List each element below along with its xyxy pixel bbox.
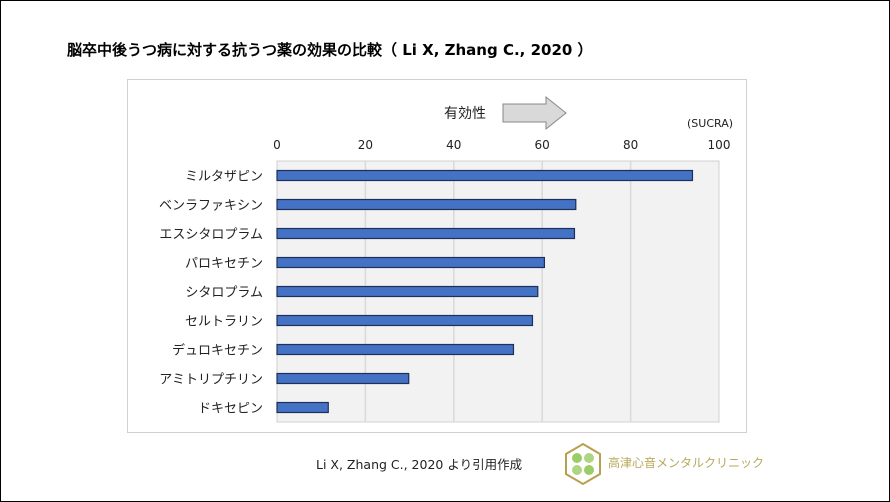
- x-tick-label: 60: [535, 138, 550, 152]
- clinic-logo-icon: [565, 442, 601, 486]
- arrow-icon: [502, 95, 567, 131]
- bar: [276, 169, 694, 182]
- category-label: エスシタロプラム: [159, 228, 263, 243]
- x-tick-label: 0: [273, 138, 281, 152]
- x-tick-label: 40: [446, 138, 461, 152]
- bar: [276, 256, 546, 269]
- unit-label: (SUCRA): [687, 117, 733, 130]
- x-tick-label: 100: [708, 138, 731, 152]
- effectiveness-arrow: 有効性 (SUCRA): [444, 95, 733, 131]
- arrow-label: 有効性: [444, 106, 486, 122]
- bar: [276, 198, 577, 211]
- chart-frame: [127, 79, 747, 433]
- bar: [276, 314, 534, 327]
- category-label: ドキセピン: [198, 402, 263, 417]
- bar: [276, 372, 410, 385]
- bar: [276, 343, 515, 356]
- category-label: シタロプラム: [185, 286, 263, 301]
- category-label: アミトリプチリン: [159, 373, 263, 388]
- x-tick-label: 20: [358, 138, 373, 152]
- category-label: セルトラリン: [185, 315, 263, 330]
- slide-title: 脳卒中後うつ病に対する抗うつ薬の効果の比較（ Li X, Zhang C., 2…: [67, 41, 593, 59]
- category-label: ベンラファキシン: [159, 199, 263, 214]
- category-label: パロキセチン: [185, 257, 263, 272]
- category-label: ミルタザピン: [185, 170, 263, 185]
- citation: Li X, Zhang C., 2020 より引用作成: [316, 457, 523, 472]
- bar: [276, 227, 576, 240]
- clinic-name: 高津心音メンタルクリニック: [608, 456, 765, 470]
- bar: [276, 285, 539, 298]
- x-tick-label: 80: [623, 138, 638, 152]
- category-label: デュロキセチン: [172, 343, 263, 359]
- bar: [276, 401, 329, 414]
